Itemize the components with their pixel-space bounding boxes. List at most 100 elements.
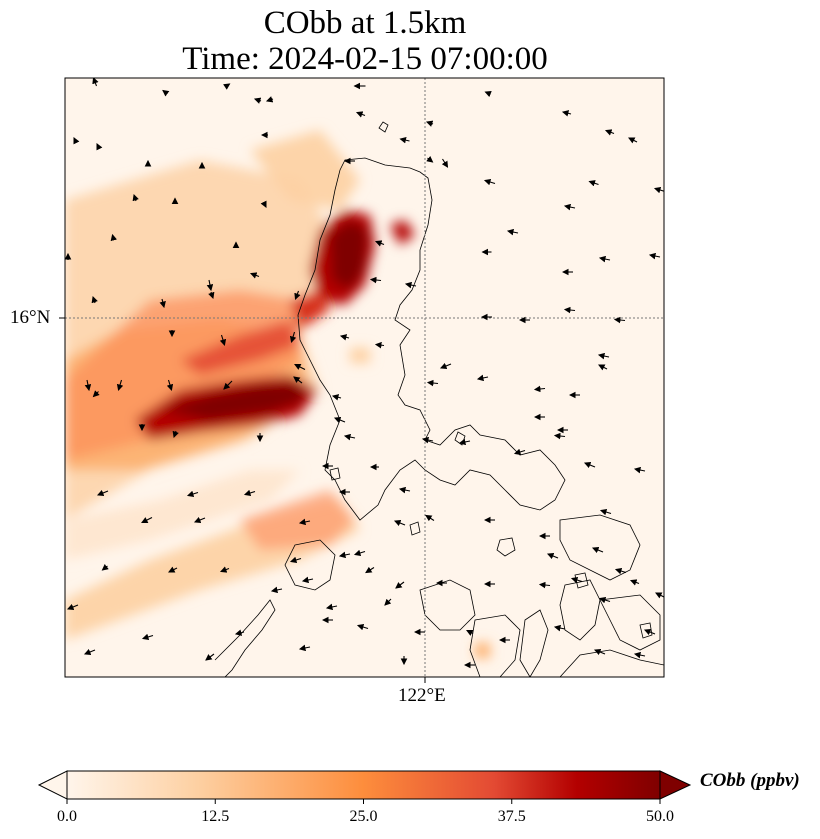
wind-arrow [593,648,606,656]
wind-arrow [110,233,118,242]
wind-arrow [483,178,496,186]
wind-arrow [172,430,179,439]
wind-arrow [484,90,492,98]
wind-vectors [65,78,664,669]
colorbar-max-extend [659,770,692,800]
wind-arrow [426,379,439,387]
wind-arrow [374,240,385,247]
colorbar-tick-label: 37.5 [497,808,526,825]
wind-arrow [374,341,385,349]
wind-arrow [339,334,350,341]
wind-arrow [219,566,230,573]
wind-arrow [425,120,434,127]
wind-arrow [425,514,435,522]
colorbar-tick-label: 50.0 [646,808,674,825]
wind-arrow [365,566,375,574]
wind-arrow [395,581,405,589]
wind-arrow [331,394,342,401]
wind-arrow [301,576,314,584]
wind-arrow [561,110,572,117]
wind-arrow [265,96,274,103]
wind-arrow [243,489,256,497]
cobb-concentration-field [65,130,490,658]
colorbar [37,770,692,804]
wind-arrow [563,306,576,314]
wind-arrow [653,186,664,194]
wind-arrow [234,629,245,636]
wind-arrow [168,566,178,573]
wind-arrow [289,331,297,344]
wind-arrow [648,252,661,260]
wind-arrow [73,137,80,145]
colorbar-gradient [66,770,661,800]
wind-arrow [162,89,170,97]
colorbar-tick-label: 12.5 [201,808,230,825]
colorbar-tick-label: 25.0 [349,808,378,825]
wind-arrow [298,518,311,526]
wind-arrow [101,563,109,571]
wind-arrow [270,586,283,594]
wind-arrow [426,155,434,163]
wind-arrow [166,379,174,392]
wind-arrow [66,603,79,611]
wind-arrow [513,448,526,456]
wind-arrow [186,490,199,498]
wind-arrow [583,461,596,469]
wind-arrow [570,576,583,584]
wind-arrow [208,291,215,300]
colorbar-min-extend [37,770,68,800]
wind-arrow [205,653,215,661]
wind-arrow [591,546,604,554]
wind-arrow [598,596,611,604]
map-frame [64,77,665,678]
wind-arrow [92,390,100,398]
wind-arrow [294,290,301,301]
wind-arrow [96,489,109,497]
wind-arrow [599,508,612,516]
wind-arrow [613,316,626,324]
wind-arrow [369,276,382,284]
wind-arrow [633,466,646,474]
wind-arrow [588,180,599,187]
wind-arrow [628,137,638,144]
wind-arrow [598,364,608,371]
wind-arrow [116,379,124,392]
wind-arrow [325,603,338,611]
wind-arrow [132,193,139,202]
wind-arrow [533,385,546,393]
wind-arrow [92,78,99,87]
wind-arrow [141,633,154,641]
wind-arrow [643,628,656,636]
wind-arrow [159,298,166,309]
wind-arrow [96,143,103,151]
wind-arrow [355,111,366,118]
colorbar-tick-label: 0.0 [57,808,77,825]
wind-arrow [193,516,206,524]
wind-arrow [298,644,311,652]
wind-arrow [249,272,260,279]
map-panel [59,77,665,683]
wind-arrow [633,651,646,659]
coastline [214,121,664,677]
wind-arrow [253,97,262,104]
wind-arrow [421,436,434,444]
lat-tick-label: 16°N [10,307,51,328]
wind-arrow [289,556,302,564]
wind-arrow [223,83,231,90]
wind-arrow [384,598,392,606]
wind-arrow [441,158,449,168]
wind-arrow [219,334,227,347]
wind-arrow [506,228,519,236]
title-line2: Time: 2024-02-15 07:00:00 [182,41,548,77]
wind-arrow [553,624,566,632]
wind-arrow [83,648,96,656]
wind-arrow [538,581,551,589]
wind-arrow [655,592,664,599]
wind-arrow [293,376,303,384]
lon-tick-label: 122°E [398,685,446,706]
wind-arrow [597,352,610,360]
colorbar-label: CObb (ppbv) [700,770,800,791]
wind-arrow [338,551,351,559]
wind-arrow [476,374,489,382]
wind-arrow [614,567,627,575]
